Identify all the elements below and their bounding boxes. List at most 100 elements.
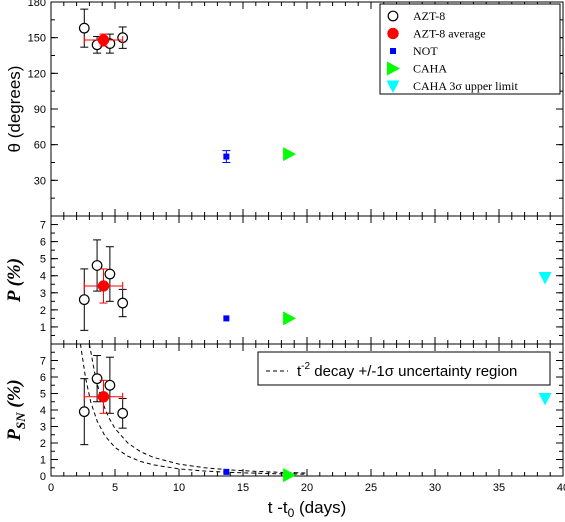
x-tick-label: 25 <box>365 482 377 494</box>
y-tick-label: 0 <box>40 471 46 483</box>
data-point <box>91 260 103 271</box>
y-tick-label: 5 <box>40 254 46 266</box>
data-point <box>117 297 129 309</box>
x-tick-label: 40 <box>557 482 565 494</box>
legend-marker <box>386 80 400 93</box>
y-tick-label: 60 <box>34 140 46 152</box>
legend-label: t-2 decay +/-1σ uncertainty region <box>297 361 517 380</box>
data-point <box>223 153 230 160</box>
y-axis-label: P (%) <box>4 258 25 303</box>
legend-label: NOT <box>413 44 438 58</box>
data-point <box>91 373 103 385</box>
y-axis-label-subscript: SN <box>13 412 28 429</box>
series-azt-8 <box>78 8 129 54</box>
data-point <box>283 147 297 162</box>
data-point <box>117 407 129 419</box>
data-point <box>97 34 110 46</box>
y-axis-label-unit: (%) <box>4 379 25 412</box>
legend-marker <box>390 48 396 54</box>
y-ticks: 30 60 90 120 150 180 <box>28 0 563 217</box>
plot-frame <box>50 215 564 345</box>
series-caha <box>283 147 297 162</box>
series-not <box>223 315 230 322</box>
x-tick-label: 30 <box>429 482 441 494</box>
legend-label: AZT-8 average <box>413 27 486 41</box>
panel-theta: 30 60 90 120 150 180 θ (degrees) AZT-8 AZT-8 ave… <box>5 0 564 217</box>
x-axis-label-text: t -t <box>268 498 288 517</box>
legend-label-tail: upper limit <box>462 79 519 93</box>
data-point <box>78 294 90 306</box>
legend-label-text: CAHA 3 <box>413 79 455 93</box>
legend-label-end: uncertainty region <box>394 363 517 380</box>
legend-label: AZT-8 <box>413 9 445 23</box>
x-axis-label: t -t0 (days) <box>268 498 347 520</box>
series-caha <box>283 311 297 326</box>
data-point <box>223 468 230 475</box>
y-tick-label: 6 <box>40 237 46 249</box>
data-point <box>104 268 116 280</box>
data-point <box>104 379 116 391</box>
y-tick-label: 1 <box>40 455 46 467</box>
y-tick-label: 7 <box>40 220 46 232</box>
y-ticks: 0 1 2 3 4 5 6 7 <box>40 343 563 483</box>
series-azt-8-average <box>83 268 124 304</box>
legend-label: CAHA <box>413 62 447 76</box>
y-axis-label-symbol: P <box>4 429 25 442</box>
x-tick-label: 35 <box>493 482 505 494</box>
y-tick-label: 2 <box>40 438 46 450</box>
data-point <box>78 22 90 34</box>
legend: AZT-8 AZT-8 average NOT CAHA CAHA 3σ upper l… <box>379 3 561 95</box>
legend-label: CAHA 3σ upper limit <box>413 79 518 93</box>
decay-curve-0 <box>79 344 308 475</box>
x-tick-label: 0 <box>48 482 54 494</box>
series-azt-8-average <box>83 379 124 414</box>
x-tick-label: 5 <box>112 482 118 494</box>
series-not <box>223 468 230 475</box>
legend-label-symbol: σ <box>455 79 462 93</box>
legend-box <box>379 3 561 95</box>
series-azt-8 <box>78 355 129 446</box>
legend-box <box>257 351 551 386</box>
series-caha-3-upper-limit <box>538 392 552 406</box>
y-tick-label: 90 <box>34 104 46 116</box>
panel-P: 1 2 3 4 5 6 7 P (%) <box>4 215 564 345</box>
series-azt-8-average <box>83 33 124 47</box>
legend-label-tail: decay +/-1 <box>310 363 385 380</box>
legend-label-symbol: σ <box>385 363 395 380</box>
y-axis-label-symbol: P <box>4 290 25 303</box>
x-axis-label-subscript: 0 <box>288 506 295 520</box>
legend-label-superscript: -2 <box>301 361 310 372</box>
legend-label-text: NOT <box>413 44 438 58</box>
legend: t-2 decay +/-1σ uncertainty region <box>257 351 551 386</box>
x-tick-label: 15 <box>237 482 249 494</box>
y-tick-label: 1 <box>40 322 46 334</box>
y-tick-label: 7 <box>40 356 46 368</box>
y-axis-label-unit: (%) <box>4 258 25 291</box>
y-tick-label: 6 <box>40 372 46 384</box>
y-tick-label: 5 <box>40 389 46 401</box>
y-ticks: 1 2 3 4 5 6 7 <box>40 215 563 345</box>
data-point <box>283 468 297 483</box>
x-axis-label-unit: (days) <box>294 498 346 517</box>
y-tick-label: 3 <box>40 288 46 300</box>
series-not <box>222 150 231 163</box>
x-tick-label: 10 <box>173 482 185 494</box>
data-point <box>97 391 110 403</box>
legend-marker <box>387 10 399 22</box>
legend-label-text: AZT-8 average <box>413 27 486 41</box>
legend-marker <box>387 61 400 76</box>
y-axis-label: PSN (%) <box>4 379 28 441</box>
x-tick-label: 20 <box>301 482 313 494</box>
series-caha-3-upper-limit <box>538 271 552 285</box>
y-tick-label: 120 <box>28 68 46 80</box>
y-tick-label: 180 <box>28 0 46 9</box>
legend-marker <box>387 27 399 40</box>
y-tick-label: 4 <box>40 405 46 417</box>
data-point <box>78 406 90 418</box>
y-tick-label: 2 <box>40 305 46 317</box>
series-caha <box>283 468 297 483</box>
legend-label-text: CAHA <box>413 62 447 76</box>
